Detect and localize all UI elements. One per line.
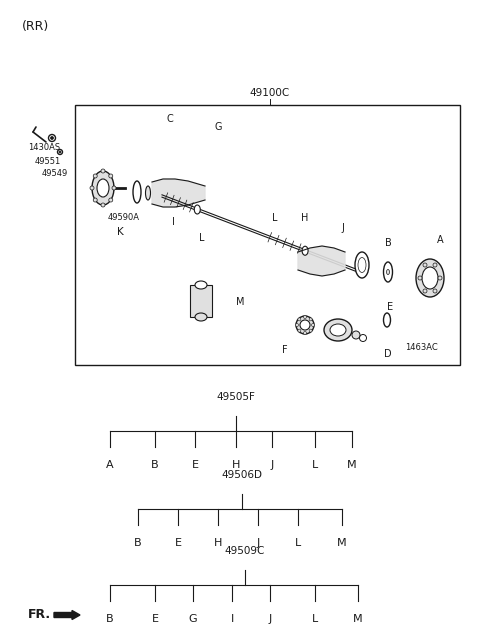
Text: A: A [106, 460, 114, 470]
Ellipse shape [58, 150, 62, 154]
Ellipse shape [195, 281, 207, 289]
Bar [75, 105, 460, 365]
Ellipse shape [416, 259, 444, 297]
Text: M: M [337, 538, 347, 548]
Text: K: K [117, 227, 123, 237]
Text: 49100C: 49100C [250, 88, 290, 98]
Ellipse shape [195, 313, 207, 321]
Polygon shape [162, 193, 358, 273]
Text: C: C [167, 114, 173, 124]
Text: L: L [295, 538, 301, 548]
Ellipse shape [194, 205, 200, 214]
Ellipse shape [384, 262, 393, 282]
Ellipse shape [330, 324, 346, 336]
Ellipse shape [433, 263, 437, 267]
Text: I: I [230, 614, 234, 624]
Ellipse shape [355, 252, 369, 278]
Ellipse shape [298, 329, 301, 332]
Text: B: B [384, 238, 391, 248]
Polygon shape [152, 179, 205, 207]
Text: (RR): (RR) [22, 20, 49, 33]
Ellipse shape [92, 171, 114, 205]
Text: 49549: 49549 [42, 169, 68, 178]
Text: 49509C: 49509C [225, 546, 265, 556]
Text: 49590A: 49590A [108, 214, 140, 222]
Ellipse shape [109, 174, 113, 178]
Text: I: I [171, 217, 174, 227]
Text: A: A [437, 235, 444, 245]
Text: FR.: FR. [28, 609, 51, 621]
FancyArrow shape [54, 611, 80, 619]
Ellipse shape [133, 181, 141, 203]
Text: 1463AC: 1463AC [405, 344, 438, 353]
Ellipse shape [309, 329, 312, 332]
Ellipse shape [423, 289, 427, 293]
Ellipse shape [360, 334, 367, 341]
Text: L: L [272, 213, 278, 223]
Ellipse shape [50, 137, 53, 140]
Ellipse shape [358, 257, 366, 272]
Text: 1430AS: 1430AS [28, 143, 60, 152]
Ellipse shape [90, 186, 94, 190]
Ellipse shape [324, 319, 352, 341]
Text: H: H [214, 538, 222, 548]
Text: H: H [301, 213, 309, 223]
Ellipse shape [112, 186, 116, 190]
Ellipse shape [109, 198, 113, 202]
Text: J: J [256, 538, 260, 548]
Ellipse shape [384, 313, 391, 327]
Text: J: J [270, 460, 274, 470]
Polygon shape [298, 246, 345, 276]
Text: 49551: 49551 [35, 157, 61, 166]
Ellipse shape [101, 203, 105, 207]
Text: B: B [151, 460, 159, 470]
Ellipse shape [312, 324, 314, 327]
Text: B: B [134, 538, 142, 548]
Text: J: J [268, 614, 272, 624]
Ellipse shape [101, 169, 105, 173]
Text: 49505F: 49505F [216, 392, 255, 402]
Ellipse shape [48, 135, 56, 142]
Ellipse shape [303, 332, 307, 334]
Ellipse shape [303, 315, 307, 319]
Text: G: G [214, 122, 222, 132]
Ellipse shape [97, 179, 109, 197]
Ellipse shape [433, 289, 437, 293]
Text: G: G [189, 614, 197, 624]
Ellipse shape [93, 174, 97, 178]
Text: E: E [175, 538, 181, 548]
Text: D: D [384, 349, 392, 359]
Text: H: H [232, 460, 240, 470]
Ellipse shape [422, 267, 438, 289]
Ellipse shape [438, 276, 442, 280]
Ellipse shape [59, 151, 61, 153]
Ellipse shape [302, 246, 308, 255]
Text: F: F [282, 345, 288, 355]
Bar [190, 285, 212, 317]
Text: J: J [342, 223, 345, 233]
Ellipse shape [296, 324, 299, 327]
Text: L: L [199, 233, 205, 243]
Text: M: M [236, 297, 244, 307]
Ellipse shape [386, 269, 389, 274]
Ellipse shape [352, 331, 360, 339]
Ellipse shape [93, 198, 97, 202]
Ellipse shape [418, 276, 422, 280]
Text: E: E [152, 614, 158, 624]
Text: L: L [312, 460, 318, 470]
Ellipse shape [296, 316, 314, 334]
Text: L: L [312, 614, 318, 624]
Text: 49506D: 49506D [221, 470, 263, 480]
Text: B: B [106, 614, 114, 624]
Text: E: E [387, 302, 393, 312]
Text: M: M [347, 460, 357, 470]
Ellipse shape [298, 318, 301, 321]
Text: M: M [353, 614, 363, 624]
Ellipse shape [300, 320, 310, 330]
Ellipse shape [309, 318, 312, 321]
Ellipse shape [145, 186, 151, 200]
Text: E: E [192, 460, 199, 470]
Ellipse shape [423, 263, 427, 267]
